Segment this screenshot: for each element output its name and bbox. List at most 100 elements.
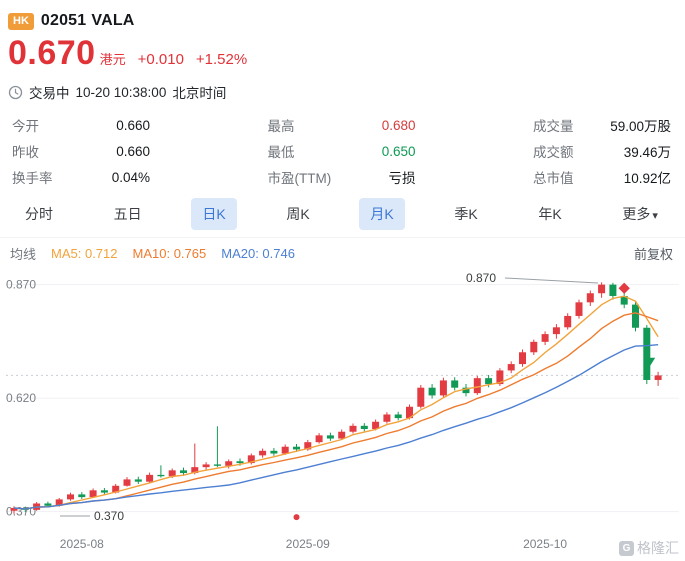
candle-body bbox=[507, 364, 515, 371]
candle-body bbox=[473, 378, 481, 394]
stock-header: HK 02051 VALA bbox=[0, 0, 685, 30]
moving-average-row: 均线 MA5: 0.712 MA10: 0.765 MA20: 0.746 前复… bbox=[0, 238, 685, 265]
tab-yearly-k[interactable]: 年K bbox=[538, 206, 562, 222]
candle-body bbox=[157, 474, 165, 477]
candle-body bbox=[372, 421, 380, 430]
tab-more[interactable]: 更多 ▾ bbox=[622, 206, 658, 222]
tab-daily-k[interactable]: 日K bbox=[191, 198, 237, 230]
watermark-text: 格隆汇 bbox=[637, 540, 679, 556]
candle-body bbox=[168, 470, 176, 477]
stat-turnover-rate: 换手率 0.04% bbox=[12, 169, 150, 187]
candle-body bbox=[236, 461, 244, 464]
candle-body bbox=[643, 327, 651, 380]
ma10-value: MA10: 0.765 bbox=[132, 246, 207, 261]
candle-body bbox=[451, 380, 459, 388]
candle-body bbox=[44, 503, 52, 506]
tab-monthly-k[interactable]: 月K bbox=[359, 198, 405, 230]
candle-body bbox=[564, 315, 572, 328]
candle-body bbox=[89, 490, 97, 498]
stat-pe-ttm: 市盈(TTM) 亏损 bbox=[267, 171, 416, 186]
candle-body bbox=[55, 499, 63, 506]
candle-body bbox=[78, 494, 86, 498]
candle-body bbox=[496, 370, 504, 385]
watermark-logo-icon: G bbox=[619, 540, 634, 556]
candle-body bbox=[609, 284, 617, 296]
candle-body bbox=[462, 387, 470, 394]
stat-market-cap: 总市值 10.92亿 bbox=[533, 171, 671, 186]
candle-body bbox=[213, 464, 221, 466]
stats-column-2: 最高 0.680 最低 0.650 市盈(TTM) 亏损 bbox=[268, 112, 416, 190]
stat-turnover: 成交额 39.46万 bbox=[533, 145, 671, 160]
quote-stats: 今开 0.660 昨收 0.660 换手率 0.04% 最高 0.680 最低 0.650… bbox=[0, 102, 685, 190]
stat-high: 最高 0.680 bbox=[267, 117, 416, 135]
stat-prev-close: 昨收 0.660 bbox=[12, 143, 150, 161]
price-change-pct: +1.52% bbox=[195, 51, 248, 68]
stats-column-1: 今开 0.660 昨收 0.660 换手率 0.04% bbox=[12, 112, 150, 190]
stats-column-3: 成交量 59.00万股 成交额 39.46万 总市值 10.92亿 bbox=[533, 112, 671, 190]
quote-time: 10-20 10:38:00 bbox=[75, 84, 167, 100]
tab-5day[interactable]: 五日 bbox=[113, 206, 142, 222]
market-badge: HK bbox=[8, 12, 34, 30]
candle-body bbox=[304, 442, 312, 450]
candle-body bbox=[123, 479, 131, 486]
candle-body bbox=[541, 334, 549, 342]
candle-body bbox=[439, 380, 447, 396]
stock-name: VALA bbox=[91, 12, 135, 29]
y-tick-label: 0.870 bbox=[6, 278, 36, 292]
candle-body bbox=[293, 446, 300, 450]
candle-body bbox=[225, 461, 233, 466]
candle-body bbox=[112, 485, 120, 493]
ma-title: 均线 bbox=[10, 247, 37, 262]
candle-body bbox=[10, 508, 18, 511]
stat-low: 最低 0.650 bbox=[267, 143, 416, 161]
trading-status: 交易中 bbox=[29, 86, 70, 101]
clock-icon bbox=[8, 85, 23, 100]
market-status-row: 交易中 10-20 10:38:00 北京时间 bbox=[0, 73, 685, 102]
candle-body bbox=[270, 450, 278, 454]
chevron-down-icon: ▾ bbox=[652, 210, 658, 222]
x-tick-label: 2025-08 bbox=[60, 537, 104, 551]
candle-body bbox=[598, 284, 606, 294]
candle-body bbox=[428, 387, 436, 396]
candle-body bbox=[326, 435, 334, 439]
timezone-label: 北京时间 bbox=[172, 86, 227, 101]
currency-label: 港元 bbox=[99, 52, 126, 67]
stock-symbol: 02051 bbox=[40, 12, 87, 29]
candle-body bbox=[202, 464, 210, 468]
candlestick-chart[interactable]: 0.870 0.620 0.370 0.870 0.370 2025-08 2025-09 2… bbox=[0, 267, 685, 559]
price-change: +0.010 bbox=[137, 51, 184, 68]
candle-body bbox=[394, 414, 402, 419]
candle-body bbox=[654, 375, 662, 380]
candle-body bbox=[519, 352, 526, 365]
latest-price-arrow-marker bbox=[645, 357, 656, 366]
ma5-line bbox=[13, 295, 659, 510]
candle-body bbox=[259, 450, 267, 456]
ma20-value: MA20: 0.746 bbox=[221, 246, 295, 261]
tab-quarterly-k[interactable]: 季K bbox=[454, 206, 478, 222]
ma20-line bbox=[13, 344, 659, 510]
candle-body bbox=[146, 474, 154, 482]
candle-body bbox=[383, 414, 391, 422]
annotation-label: 0.370 bbox=[94, 509, 124, 523]
candle-body bbox=[281, 446, 289, 454]
candle-body bbox=[620, 295, 628, 305]
page-title: 02051 VALA bbox=[41, 12, 135, 30]
candle-body bbox=[530, 341, 538, 353]
candle-body bbox=[100, 490, 108, 493]
candle-body bbox=[180, 470, 187, 474]
event-dot-marker bbox=[293, 514, 300, 521]
y-tick-label: 0.620 bbox=[6, 391, 36, 405]
price-adjust-selector[interactable]: 前复权 bbox=[633, 247, 673, 262]
ma5-value: MA5: 0.712 bbox=[51, 246, 118, 261]
candle-body bbox=[349, 425, 357, 432]
candle-body bbox=[406, 406, 413, 419]
candle-body bbox=[575, 302, 583, 316]
x-tick-label: 2025-10 bbox=[523, 537, 567, 551]
stat-open: 今开 0.660 bbox=[12, 117, 150, 135]
candle-body bbox=[315, 435, 323, 443]
tab-minute[interactable]: 分时 bbox=[25, 206, 53, 222]
chart-period-tabs: 分时 五日 日K 周K 月K 季K 年K 更多 ▾ bbox=[0, 190, 685, 238]
tab-weekly-k[interactable]: 周K bbox=[286, 206, 310, 222]
kline-svg[interactable]: 0.870 0.620 0.370 0.870 0.370 2025-08 2025-09 2… bbox=[0, 267, 685, 559]
candle-body bbox=[485, 378, 493, 385]
